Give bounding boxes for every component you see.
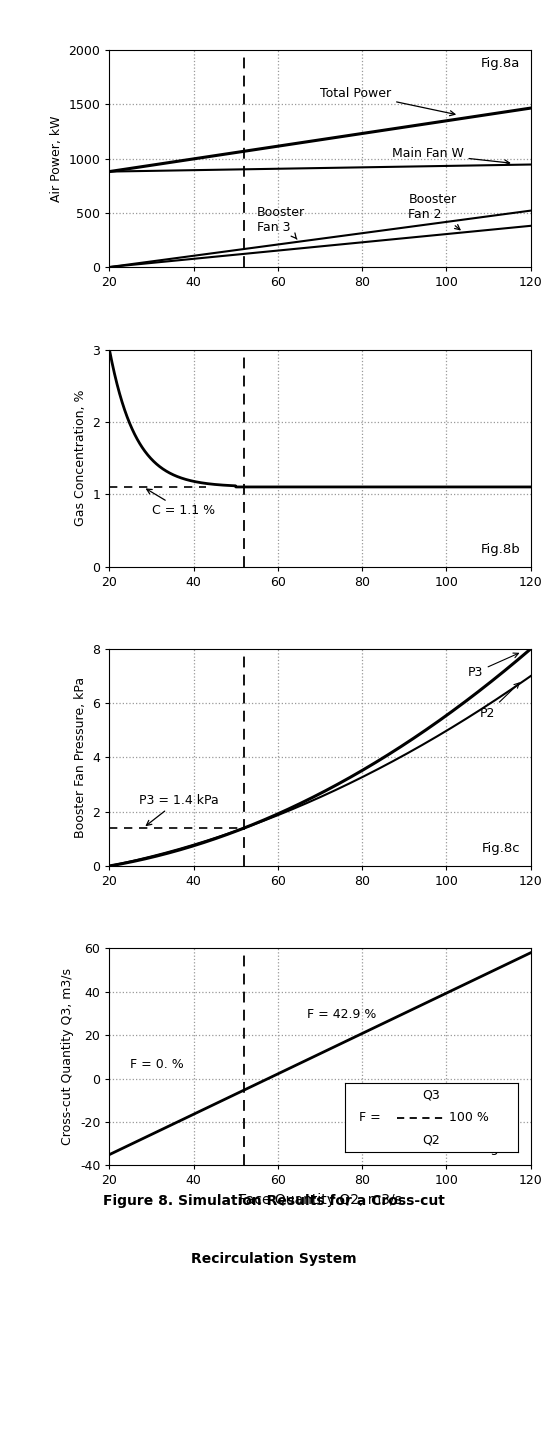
Text: Main Fan W: Main Fan W [392,147,510,164]
Text: C = 1.1 %: C = 1.1 % [147,489,214,518]
Text: Fig.8b: Fig.8b [480,542,520,556]
Text: Fig.8d: Fig.8d [480,1141,520,1154]
Text: Fig.8c: Fig.8c [481,842,520,855]
Text: F = 42.9 %: F = 42.9 % [307,1008,377,1021]
Text: P3 = 1.4 kPa: P3 = 1.4 kPa [139,794,219,825]
Text: P2: P2 [480,684,519,719]
Text: P3: P3 [467,654,519,679]
Y-axis label: Booster Fan Pressure, kPa: Booster Fan Pressure, kPa [74,676,87,838]
Text: Total Power: Total Power [320,87,455,116]
Y-axis label: Air Power, kW: Air Power, kW [50,116,63,202]
X-axis label: Face Quantity Q2, m3/s: Face Quantity Q2, m3/s [238,1193,401,1207]
Text: Fig.8a: Fig.8a [481,57,520,70]
Text: Booster
Fan 3: Booster Fan 3 [257,206,305,239]
Y-axis label: Gas Concentration, %: Gas Concentration, % [74,390,87,526]
Y-axis label: Cross-cut Quantity Q3, m3/s: Cross-cut Quantity Q3, m3/s [61,968,74,1145]
Text: Figure 8. Simulation Results for a Cross-cut: Figure 8. Simulation Results for a Cross… [103,1194,444,1208]
Text: F = 0. %: F = 0. % [131,1058,184,1071]
Text: Recirculation System: Recirculation System [191,1251,356,1266]
Text: Booster
Fan 2: Booster Fan 2 [409,193,460,230]
